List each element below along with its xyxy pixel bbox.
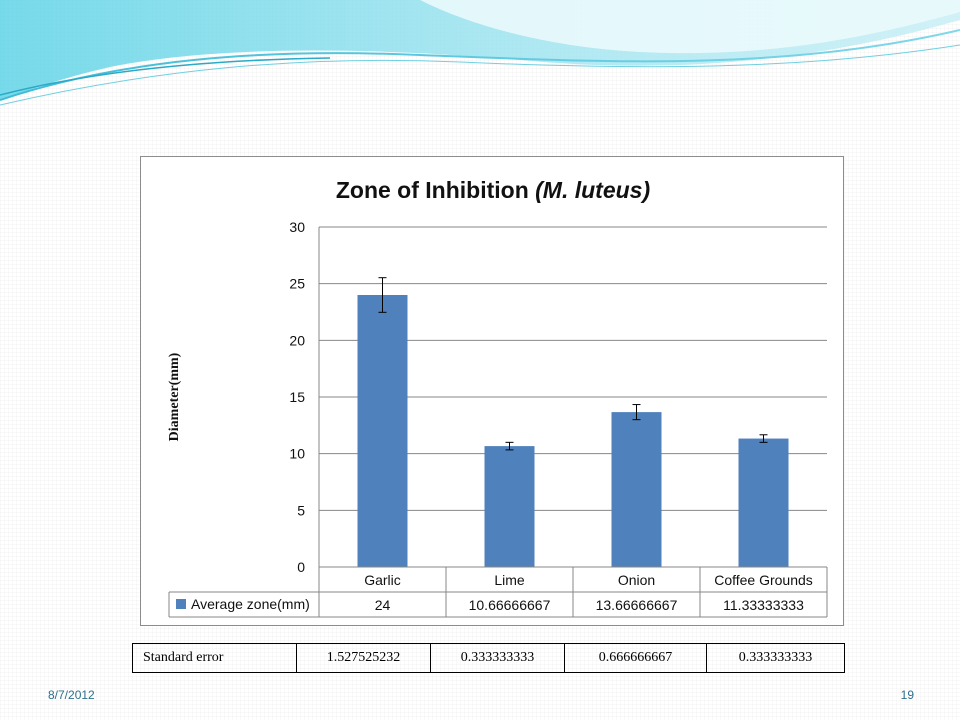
- error-bars: [378, 277, 768, 451]
- error-bar: [505, 441, 514, 451]
- slide-date: 8/7/2012: [48, 688, 95, 702]
- standard-error-label: Standard error: [132, 643, 297, 673]
- bar: [484, 446, 535, 567]
- standard-error-table: Standard error 1.527525232 0.333333333 0…: [132, 643, 845, 673]
- legend-label: Average zone(mm): [191, 596, 310, 612]
- standard-error-value: 0.333333333: [430, 643, 565, 673]
- header-wave-decoration: [0, 0, 960, 106]
- legend-swatch: [176, 599, 186, 609]
- x-tick-label: Coffee Grounds: [714, 572, 813, 588]
- chart-title-italic: (M. luteus): [535, 177, 650, 203]
- y-tick-label: 30: [289, 219, 305, 235]
- bar: [357, 295, 408, 567]
- y-tick-label: 15: [289, 389, 305, 405]
- x-tick-label: Garlic: [364, 572, 401, 588]
- y-tick-label: 20: [289, 332, 305, 348]
- chart-title-main: Zone of Inhibition: [336, 177, 529, 203]
- chart-title: Zone of Inhibition (M. luteus): [336, 177, 650, 203]
- data-label: 13.66666667: [596, 597, 678, 613]
- x-tick-label: Onion: [618, 572, 655, 588]
- slide-number: 19: [900, 688, 914, 702]
- error-bar: [378, 277, 387, 313]
- error-bar: [632, 404, 641, 421]
- x-tick-label: Lime: [494, 572, 525, 588]
- chart-container: Zone of Inhibition (M. luteus) 0 5 10 15 20 2…: [140, 156, 844, 626]
- y-tick-label: 25: [289, 276, 305, 292]
- standard-error-value: 0.333333333: [706, 643, 845, 673]
- y-tick-label: 5: [297, 502, 305, 518]
- bar: [738, 438, 789, 567]
- y-axis-label: Diameter(mm): [167, 352, 182, 441]
- bar-chart: Zone of Inhibition (M. luteus) 0 5 10 15 20 2…: [167, 177, 828, 618]
- standard-error-value: 1.527525232: [296, 643, 431, 673]
- y-tick-label: 0: [297, 559, 305, 575]
- error-bar: [759, 434, 768, 443]
- data-label: 24: [375, 597, 391, 613]
- y-tick-labels: 0 5 10 15 20 25 30: [289, 219, 305, 575]
- standard-error-value: 0.666666667: [564, 643, 707, 673]
- data-label: 10.66666667: [469, 597, 551, 613]
- data-label: 11.33333333: [723, 597, 804, 613]
- table-row: Standard error 1.527525232 0.333333333 0…: [132, 643, 845, 673]
- y-tick-label: 10: [289, 446, 305, 462]
- bars: [357, 295, 789, 567]
- data-table: Garlic 24 Lime 10.66666667 Onion 13.66666667 C…: [168, 566, 828, 618]
- bar: [611, 412, 662, 567]
